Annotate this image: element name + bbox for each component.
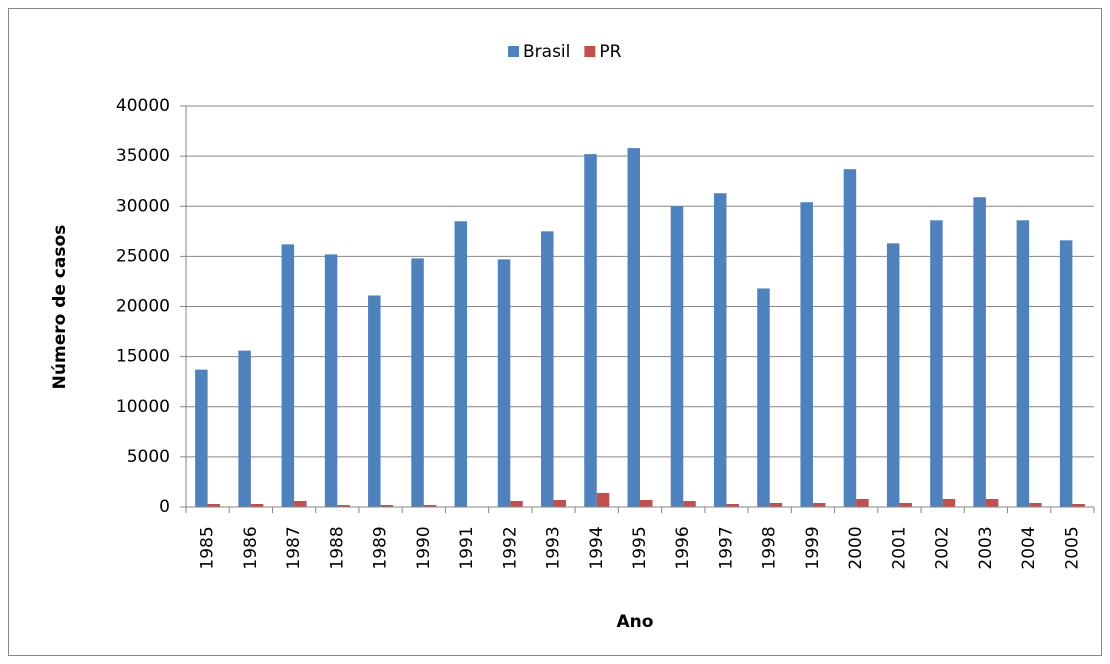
bar	[510, 500, 523, 507]
legend-label: PR	[599, 42, 621, 62]
x-tick-label: 1987	[284, 526, 304, 569]
x-tick-label: 1992	[500, 526, 520, 569]
x-tick-label: 1986	[241, 526, 261, 569]
bar	[973, 197, 986, 508]
bar	[640, 499, 653, 507]
bar	[411, 258, 424, 507]
y-tick-label: 35000	[116, 146, 170, 166]
bar	[1029, 502, 1042, 507]
bar	[886, 243, 900, 507]
bar	[683, 500, 696, 507]
y-tick-label: 25000	[116, 246, 170, 266]
bar	[368, 295, 381, 507]
bar	[843, 169, 857, 507]
bar	[726, 503, 739, 507]
bar	[207, 503, 221, 507]
x-tick-label: 2005	[1062, 526, 1082, 569]
bar	[497, 259, 511, 507]
bar	[324, 254, 338, 507]
bar	[454, 221, 468, 507]
x-tick-label: 1989	[371, 526, 391, 569]
y-tick-label: 10000	[116, 397, 170, 417]
x-tick-label: 2003	[976, 526, 996, 569]
bar	[930, 220, 943, 507]
bar	[238, 350, 251, 507]
bar	[812, 502, 826, 507]
bar	[596, 492, 610, 507]
x-tick-label: 1990	[414, 526, 434, 569]
bar	[1016, 220, 1030, 507]
chart-border	[8, 8, 1102, 656]
bar	[541, 231, 554, 507]
x-tick-label: 1988	[327, 526, 347, 569]
bar	[985, 498, 999, 507]
x-tick-label: 1996	[673, 526, 693, 569]
bar	[1072, 503, 1085, 507]
x-axis-label: Ano	[617, 612, 654, 632]
x-tick-label: 2001	[889, 526, 909, 569]
bar	[713, 193, 727, 507]
bar	[380, 504, 394, 507]
x-tick-label: 1994	[587, 526, 607, 569]
y-tick-label: 30000	[116, 196, 170, 216]
bar	[769, 502, 783, 507]
bar	[627, 148, 640, 508]
legend-swatch	[584, 46, 596, 57]
bar	[423, 504, 437, 507]
bar	[800, 202, 813, 508]
legend-label: Brasil	[523, 42, 570, 62]
bar	[281, 244, 295, 507]
x-tick-label: 1993	[544, 526, 564, 569]
x-tick-label: 1995	[630, 526, 650, 569]
y-tick-label: 15000	[116, 347, 170, 367]
y-tick-label: 40000	[116, 96, 170, 116]
bar	[553, 499, 567, 507]
bar	[899, 502, 912, 507]
y-tick-label: 0	[159, 497, 170, 517]
bar	[856, 498, 869, 507]
bar	[670, 206, 684, 507]
bar	[294, 500, 307, 507]
x-tick-label: 1999	[803, 526, 823, 569]
y-axis-label: Número de casos	[50, 225, 70, 390]
y-tick-label: 20000	[116, 297, 170, 317]
bar	[195, 369, 208, 507]
legend-swatch	[508, 46, 519, 57]
x-tick-label: 1991	[457, 526, 477, 569]
y-tick-label: 5000	[127, 447, 170, 467]
bar	[942, 498, 956, 507]
x-tick-label: 1998	[760, 526, 780, 569]
x-tick-label: 2000	[846, 526, 866, 569]
bar	[757, 288, 770, 507]
bar	[250, 503, 264, 507]
x-tick-label: 1985	[198, 526, 218, 569]
bar	[584, 154, 597, 507]
x-tick-label: 1997	[716, 526, 736, 569]
x-tick-label: 2002	[933, 526, 953, 569]
x-tick-label: 2004	[1019, 526, 1039, 569]
bar	[337, 504, 350, 507]
bar	[1059, 240, 1073, 507]
